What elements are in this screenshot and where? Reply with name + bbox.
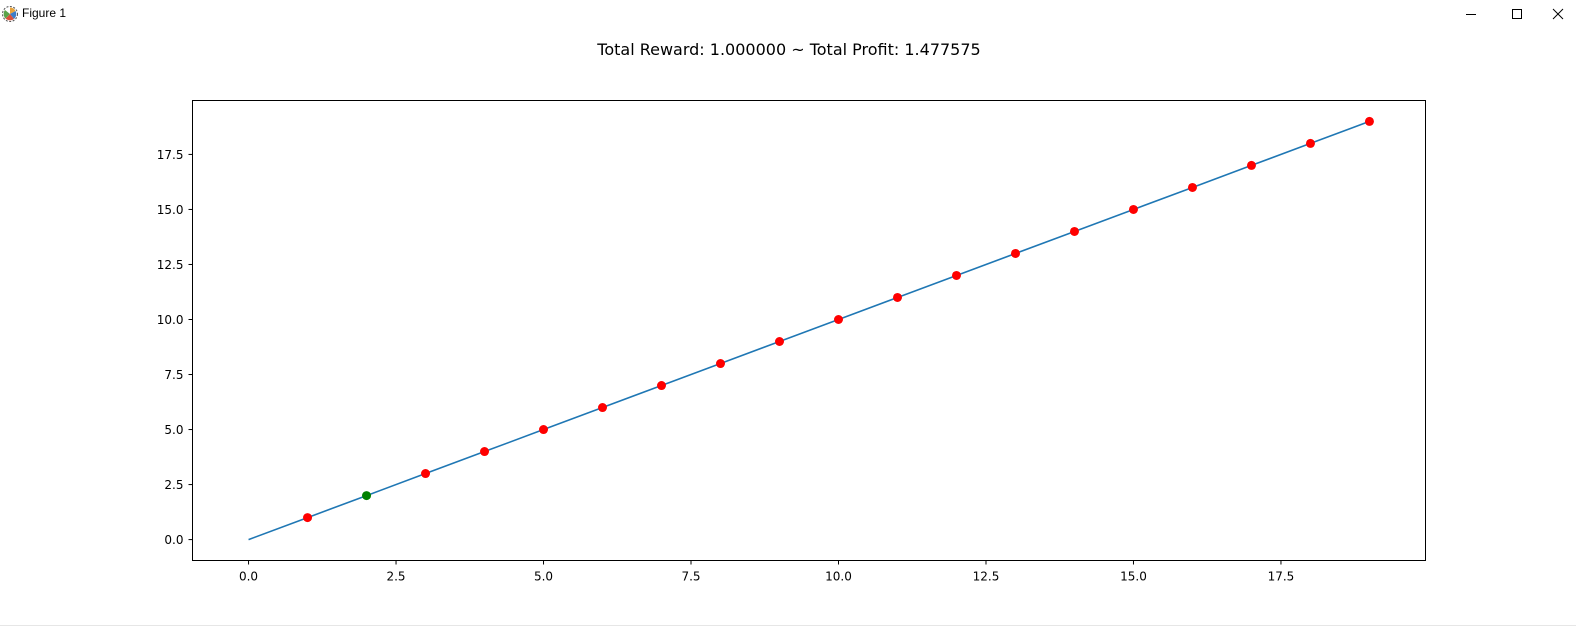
matplotlib-app-icon xyxy=(2,6,18,22)
data-point xyxy=(1246,160,1256,170)
plot-frame xyxy=(192,100,1426,561)
data-point xyxy=(539,425,549,435)
maximize-button[interactable] xyxy=(1494,0,1540,28)
data-point xyxy=(951,270,961,280)
y-tick-label: 5.0 xyxy=(164,423,183,437)
figure-canvas: Total Reward: 1.000000 ~ Total Profit: 1… xyxy=(0,28,1576,624)
data-point xyxy=(1010,248,1020,258)
data-point xyxy=(833,314,843,324)
x-tick-label: 17.5 xyxy=(1268,570,1295,584)
maximize-icon xyxy=(1512,9,1522,19)
chart-title: Total Reward: 1.000000 ~ Total Profit: 1… xyxy=(596,40,980,59)
x-tick-label: 15.0 xyxy=(1120,570,1147,584)
data-point xyxy=(303,513,313,523)
line-series xyxy=(248,120,1370,541)
data-point xyxy=(1128,204,1138,214)
data-point xyxy=(480,447,490,457)
data-point xyxy=(1069,226,1079,236)
data-point xyxy=(1364,116,1374,126)
y-tick-label: 12.5 xyxy=(157,258,184,272)
window-title: Figure 1 xyxy=(22,6,67,20)
chart: Total Reward: 1.000000 ~ Total Profit: 1… xyxy=(157,40,1426,584)
x-tick-label: 7.5 xyxy=(681,570,700,584)
y-tick-label: 10.0 xyxy=(157,313,184,327)
x-tick-label: 10.0 xyxy=(825,570,852,584)
y-tick-label: 17.5 xyxy=(157,148,184,162)
minimize-icon xyxy=(1466,14,1476,15)
x-tick-label: 2.5 xyxy=(386,570,405,584)
x-tick-label: 5.0 xyxy=(534,570,553,584)
minimize-button[interactable] xyxy=(1448,0,1494,28)
y-tick-label: 2.5 xyxy=(164,478,183,492)
data-point xyxy=(1305,138,1315,148)
x-tick-label: 12.5 xyxy=(973,570,1000,584)
data-point xyxy=(421,469,431,479)
data-point xyxy=(775,337,785,347)
y-tick-label: 7.5 xyxy=(164,368,183,382)
y-tick-label: 15.0 xyxy=(157,203,184,217)
y-tick-label: 0.0 xyxy=(164,533,183,547)
data-point xyxy=(657,381,667,391)
data-point xyxy=(598,403,608,413)
data-point xyxy=(892,292,902,302)
window-bottom-border xyxy=(0,625,1576,626)
close-icon xyxy=(1552,8,1564,20)
data-point xyxy=(1187,182,1197,192)
x-tick-label: 0.0 xyxy=(239,570,258,584)
data-point xyxy=(362,491,372,501)
window-titlebar: Figure 1 xyxy=(0,0,1576,28)
data-point xyxy=(716,359,726,369)
close-button[interactable] xyxy=(1540,0,1576,28)
